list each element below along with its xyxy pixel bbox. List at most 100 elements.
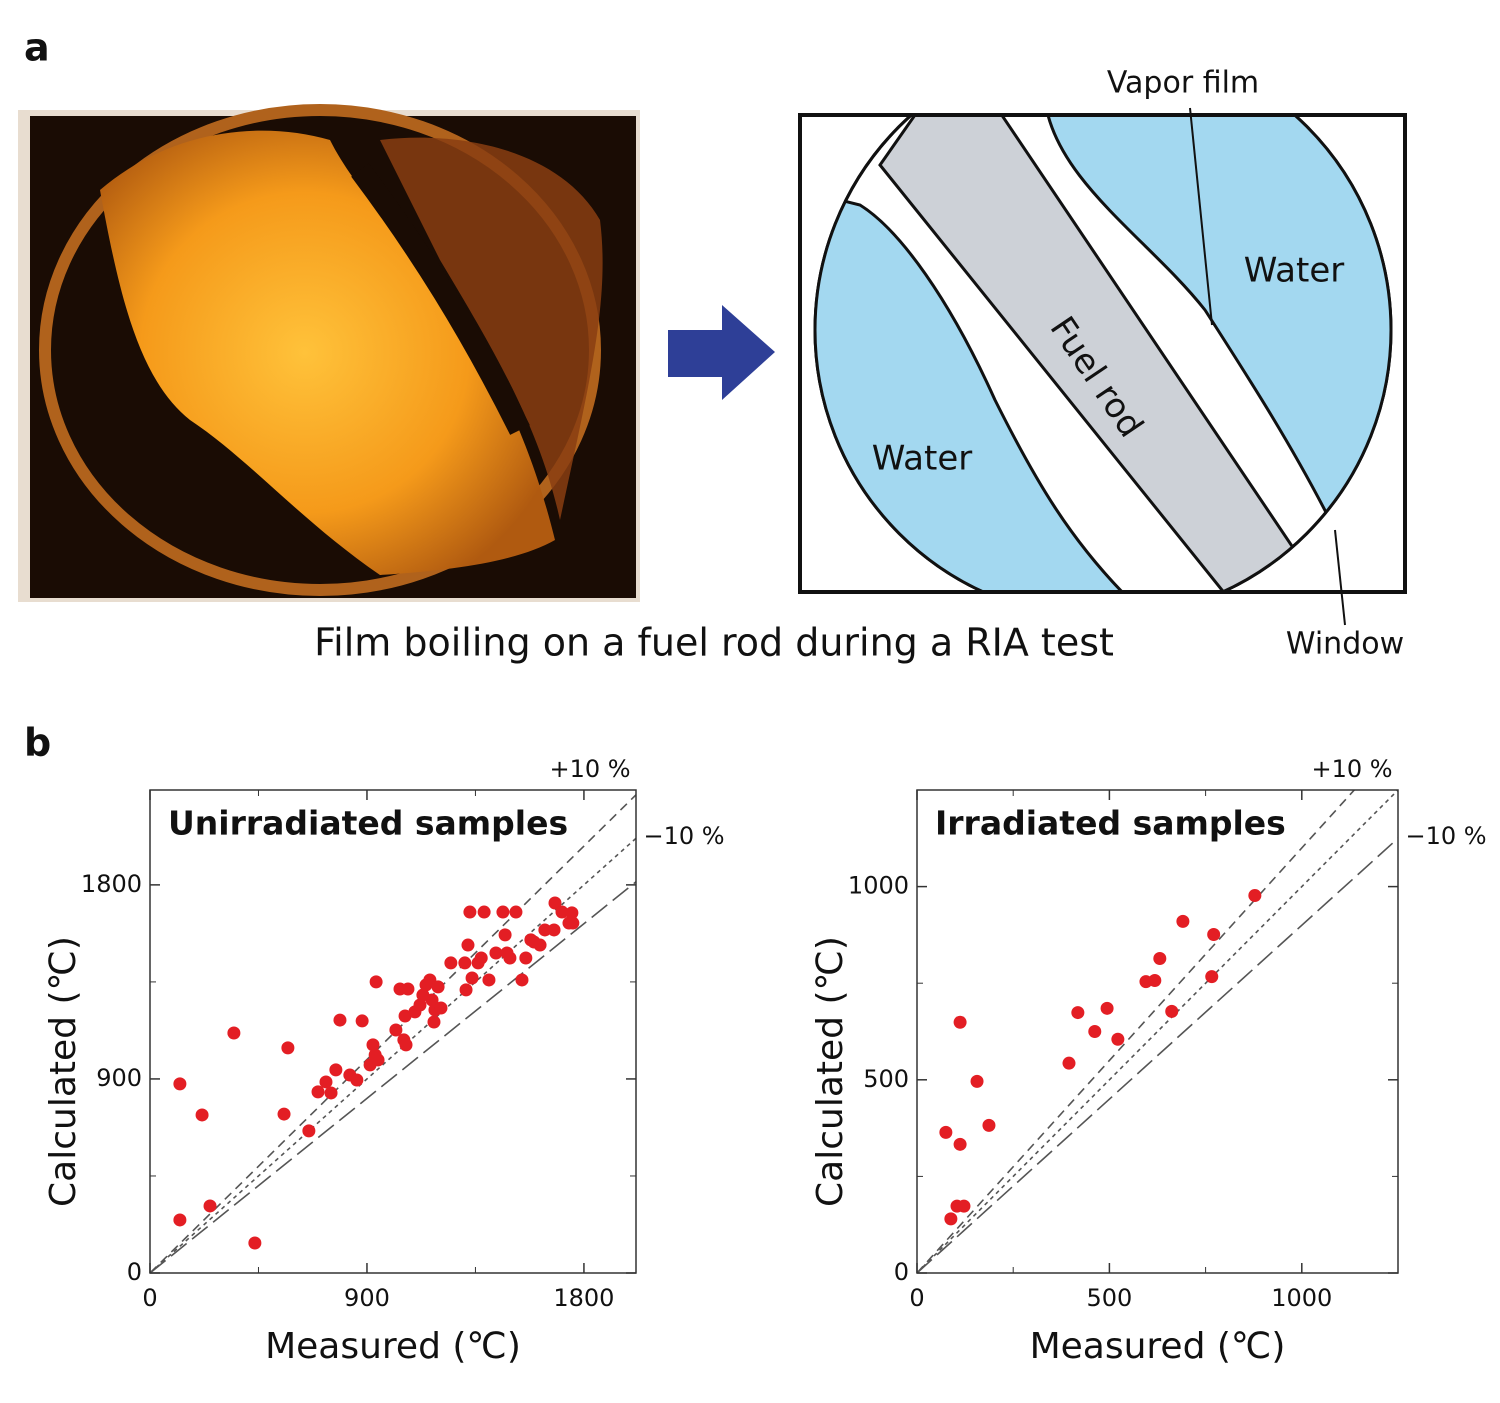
data-point	[1153, 951, 1167, 965]
data-point	[277, 1107, 291, 1121]
x-tick-label: 0	[142, 1284, 157, 1312]
data-point	[319, 1075, 333, 1089]
data-point	[970, 1074, 984, 1088]
panel-label: a	[24, 26, 50, 70]
x-tick-label: 500	[1086, 1284, 1132, 1312]
data-point	[458, 956, 472, 970]
data-point	[425, 993, 439, 1007]
x-axis-label: Measured (℃)	[265, 1326, 521, 1367]
data-point	[1100, 1001, 1114, 1015]
data-point	[538, 923, 552, 937]
data-point	[1176, 914, 1190, 928]
data-point	[1111, 1032, 1125, 1046]
data-point	[371, 1053, 385, 1067]
data-point	[431, 980, 445, 994]
data-point	[444, 956, 458, 970]
data-point	[1148, 973, 1162, 987]
data-point	[350, 1073, 364, 1087]
data-point	[944, 1212, 958, 1226]
data-point	[248, 1236, 262, 1250]
data-point	[953, 1015, 967, 1029]
data-point	[474, 951, 488, 965]
data-point	[1165, 1004, 1179, 1018]
data-point	[399, 1038, 413, 1052]
data-point	[1248, 888, 1262, 902]
data-point	[489, 946, 503, 960]
data-point	[173, 1213, 187, 1227]
data-point	[519, 951, 533, 965]
diagram	[798, 107, 1407, 626]
x-tick-label: 1000	[1271, 1284, 1332, 1312]
reference-label: −10 %	[1405, 822, 1486, 850]
y-tick-label: 0	[894, 1258, 909, 1286]
data-point	[1088, 1025, 1102, 1038]
y-tick-label: 0	[127, 1258, 142, 1286]
data-point	[566, 916, 580, 930]
x-tick-label: 0	[909, 1284, 924, 1312]
data-point	[333, 1013, 347, 1027]
diagram-label: Water	[872, 439, 973, 479]
data-point	[1062, 1056, 1076, 1070]
data-point	[939, 1125, 953, 1139]
panel-label: b	[24, 721, 51, 765]
reference-line	[917, 837, 1398, 1273]
data-point	[498, 928, 512, 942]
data-point	[555, 905, 569, 919]
x-tick-label: 900	[344, 1284, 390, 1312]
data-point	[496, 905, 510, 919]
data-point	[413, 998, 427, 1012]
reference-line	[150, 881, 636, 1273]
reference-line	[150, 837, 636, 1273]
data-point	[281, 1041, 295, 1055]
diagram-label: Water	[1244, 251, 1345, 291]
data-point	[1071, 1006, 1085, 1020]
data-point	[477, 905, 491, 919]
data-point	[533, 938, 547, 952]
data-point	[459, 983, 473, 997]
y-axis-label: Calculated (℃)	[810, 936, 851, 1207]
data-point	[173, 1077, 187, 1091]
chart-title: Unirradiated samples	[168, 804, 568, 843]
data-point	[509, 905, 523, 919]
data-point	[366, 1038, 380, 1052]
data-point	[1207, 928, 1221, 942]
plot-frame	[916, 789, 1399, 1274]
data-point	[398, 1009, 412, 1023]
data-point	[195, 1108, 209, 1122]
reference-line	[150, 794, 636, 1273]
data-point	[548, 896, 562, 910]
data-point	[355, 1014, 369, 1028]
data-point	[982, 1118, 996, 1132]
data-point	[953, 1137, 967, 1151]
data-point	[463, 905, 477, 919]
data-point	[324, 1086, 338, 1100]
chart-title: Irradiated samples	[935, 804, 1286, 843]
data-point	[227, 1026, 241, 1040]
data-point	[302, 1124, 316, 1138]
caption: Film boiling on a fuel rod during a RIA …	[314, 621, 1114, 665]
data-point	[311, 1085, 325, 1099]
data-point	[503, 951, 517, 965]
diagram-label: Vapor film	[1107, 66, 1259, 101]
y-tick-label: 1000	[848, 872, 909, 900]
y-tick-label: 1800	[81, 870, 142, 898]
reference-label: +10 %	[1311, 755, 1392, 783]
y-tick-label: 500	[863, 1065, 909, 1093]
y-axis-label: Calculated (℃)	[43, 936, 84, 1207]
x-tick-label: 1800	[553, 1284, 614, 1312]
data-point	[434, 1001, 448, 1015]
photo	[18, 104, 640, 602]
arrow	[668, 305, 775, 400]
data-point	[427, 1015, 441, 1029]
data-point	[547, 923, 561, 937]
data-point	[1205, 970, 1219, 984]
data-point	[482, 973, 496, 987]
data-point	[515, 973, 529, 987]
data-point	[465, 971, 479, 985]
plot-frame	[149, 789, 637, 1274]
data-point	[565, 906, 579, 920]
data-point	[461, 938, 475, 952]
reference-line	[917, 790, 1398, 1273]
data-point	[401, 982, 415, 996]
